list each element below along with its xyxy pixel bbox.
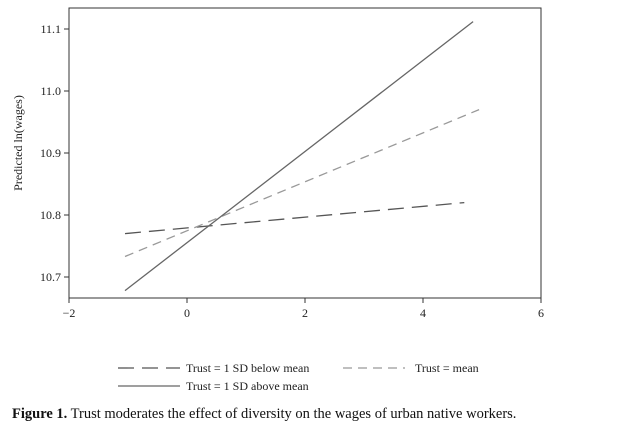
x-tick-label: −2	[63, 306, 76, 320]
axes: 10.7 10.8 10.9 11.0 11.1 −2 0 2 4 6 Predicted ln(w…	[11, 7, 544, 320]
x-tick-label: 6	[538, 306, 544, 320]
y-axis-title: Predicted ln(wages)	[11, 95, 25, 191]
x-tick-label: 2	[302, 306, 308, 320]
legend-label-1: Trust = 1 SD below mean	[186, 361, 309, 375]
caption-label: Figure 1.	[12, 406, 68, 422]
caption-text: Trust moderates the effect of diversity …	[67, 406, 517, 422]
y-tick-label: 10.9	[40, 146, 61, 160]
series-line-2	[124, 108, 480, 258]
y-tick-label: 11.0	[40, 84, 61, 98]
y-tick-label: 10.7	[40, 270, 61, 284]
plot-frame	[68, 7, 542, 299]
legend-label-2: Trust = mean	[415, 361, 479, 375]
y-tick-label: 10.8	[40, 208, 61, 222]
series-layer	[124, 21, 480, 292]
figure-caption: Figure 1. Trust moderates the effect of …	[12, 405, 612, 423]
x-tick-label: 0	[184, 306, 190, 320]
y-tick-label: 11.1	[40, 22, 61, 36]
chart: 10.7 10.8 10.9 11.0 11.1 −2 0 2 4 6 Predicted ln(w…	[11, 7, 544, 393]
x-tick-label: 4	[420, 306, 426, 320]
legend: Trust = 1 SD below mean Trust = mean Trust…	[118, 361, 479, 393]
series-line-1	[124, 201, 465, 235]
series-line-3	[124, 21, 474, 292]
legend-label-3: Trust = 1 SD above mean	[186, 379, 309, 393]
